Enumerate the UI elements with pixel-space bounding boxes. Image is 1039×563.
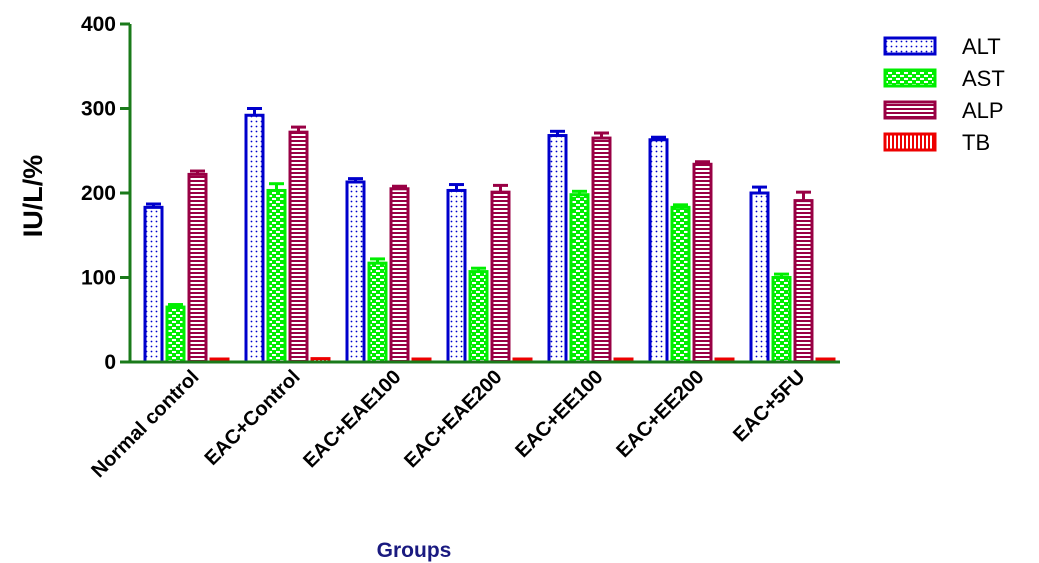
category-label-eac-ee200: EAC+EE200 xyxy=(612,366,708,462)
error-bar-alt-eac-eae100 xyxy=(348,177,363,183)
axes xyxy=(120,22,840,364)
error-bar-alp-eac-5fu xyxy=(796,190,811,201)
bar-alt-eac-control xyxy=(244,113,265,364)
error-bar-alt-eac-ee100 xyxy=(550,129,565,136)
error-bar-alt-normal-control xyxy=(146,202,161,208)
legend-swatch-alp xyxy=(883,100,937,120)
legend-label-alt: ALT xyxy=(962,34,1001,59)
bar-alp-eac-eae200 xyxy=(490,190,511,364)
y-axis-title: IU/L/% xyxy=(18,155,48,238)
legend: ALT AST ALP TB xyxy=(883,34,1005,155)
y-tick-label-400: 400 xyxy=(81,13,116,36)
error-bar-ast-eac-ee100 xyxy=(572,189,587,195)
bar-alt-eac-ee100 xyxy=(547,134,568,364)
bar-alt-eac-5fu xyxy=(749,191,770,364)
category-label-eac-eae100: EAC+EAE100 xyxy=(299,366,405,472)
error-bar-alt-eac-control xyxy=(247,107,262,116)
error-bar-ast-normal-control xyxy=(168,303,183,308)
bar-ast-eac-ee200 xyxy=(670,205,691,364)
bars xyxy=(143,107,836,364)
error-bar-ast-eac-eae200 xyxy=(471,266,486,272)
error-bar-alt-eac-5fu xyxy=(752,185,767,193)
bar-alp-eac-control xyxy=(288,130,309,364)
y-tick-label-300: 300 xyxy=(81,98,116,121)
error-bar-alp-eac-ee100 xyxy=(594,131,609,139)
legend-label-alp: ALP xyxy=(962,98,1004,123)
error-bar-ast-eac-5fu xyxy=(774,272,789,278)
bar-alt-eac-eae200 xyxy=(446,188,467,364)
category-label-eac-control: EAC+Control xyxy=(201,366,305,470)
bar-alp-eac-5fu xyxy=(793,199,814,364)
error-bar-alp-eac-ee200 xyxy=(695,160,710,165)
bar-ast-eac-ee100 xyxy=(569,193,590,364)
error-bar-alt-eac-eae200 xyxy=(449,183,464,191)
category-label-normal-control: Normal control xyxy=(87,366,203,482)
category-label-eac-ee100: EAC+EE100 xyxy=(511,366,607,462)
y-tick-label-0: 0 xyxy=(104,351,116,374)
error-bar-alp-eac-eae200 xyxy=(493,183,508,193)
y-tick-label-100: 100 xyxy=(81,267,116,290)
error-bar-ast-eac-ee200 xyxy=(673,203,688,208)
error-bar-ast-eac-eae100 xyxy=(370,257,385,264)
bar-ast-eac-5fu xyxy=(771,276,792,364)
category-label-eac-eae200: EAC+EAE200 xyxy=(400,366,506,472)
error-bar-alp-eac-control xyxy=(291,125,306,133)
bar-alp-normal-control xyxy=(187,172,208,364)
legend-swatch-tb xyxy=(883,132,937,152)
legend-label-tb: TB xyxy=(962,130,990,155)
legend-label-ast: AST xyxy=(962,66,1005,91)
bar-ast-normal-control xyxy=(165,305,186,364)
x-axis-title: Groups xyxy=(377,539,452,562)
error-bar-alp-eac-eae100 xyxy=(392,184,407,189)
bar-alt-eac-ee200 xyxy=(648,138,669,364)
bar-alp-eac-ee100 xyxy=(591,136,612,364)
bar-alt-normal-control xyxy=(143,205,164,364)
bar-ast-eac-eae200 xyxy=(468,270,489,364)
bar-ast-eac-control xyxy=(266,188,287,364)
bar-alp-eac-eae100 xyxy=(389,187,410,364)
bar-ast-eac-eae100 xyxy=(367,261,388,364)
bar-alp-eac-ee200 xyxy=(692,162,713,364)
error-bar-alt-eac-ee200 xyxy=(651,135,666,140)
bar-alt-eac-eae100 xyxy=(345,180,366,364)
legend-swatch-alt xyxy=(883,36,937,56)
error-bar-alp-normal-control xyxy=(190,169,205,175)
legend-swatch-ast xyxy=(883,68,937,88)
category-label-eac-5fu: EAC+5FU xyxy=(729,366,809,446)
y-tick-label-200: 200 xyxy=(81,182,116,205)
error-bar-ast-eac-control xyxy=(269,182,284,191)
